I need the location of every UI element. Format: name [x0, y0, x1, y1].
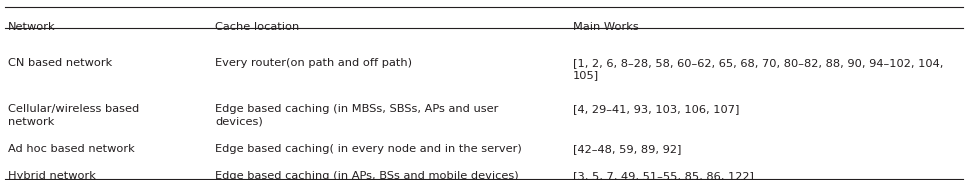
Text: Edge based caching( in every node and in the server): Edge based caching( in every node and in… — [215, 144, 522, 154]
Text: Cellular/wireless based
network: Cellular/wireless based network — [8, 104, 139, 127]
Text: Edge based caching (in MBSs, SBSs, APs and user
devices): Edge based caching (in MBSs, SBSs, APs a… — [215, 104, 499, 127]
Text: Main Works: Main Works — [573, 22, 639, 32]
Text: Ad hoc based network: Ad hoc based network — [8, 144, 135, 154]
Text: Cache location: Cache location — [215, 22, 299, 32]
Text: [1, 2, 6, 8–28, 58, 60–62, 65, 68, 70, 80–82, 88, 90, 94–102, 104,
105]: [1, 2, 6, 8–28, 58, 60–62, 65, 68, 70, 8… — [573, 58, 944, 80]
Text: Edge based caching (in APs, BSs and mobile devices): Edge based caching (in APs, BSs and mobi… — [215, 171, 519, 180]
Text: Hybrid network: Hybrid network — [8, 171, 96, 180]
Text: Network: Network — [8, 22, 55, 32]
Text: Every router(on path and off path): Every router(on path and off path) — [215, 58, 412, 68]
Text: [4, 29–41, 93, 103, 106, 107]: [4, 29–41, 93, 103, 106, 107] — [573, 104, 740, 114]
Text: CN based network: CN based network — [8, 58, 112, 68]
Text: [3, 5, 7, 49, 51–55, 85, 86, 122]: [3, 5, 7, 49, 51–55, 85, 86, 122] — [573, 171, 754, 180]
Text: [42–48, 59, 89, 92]: [42–48, 59, 89, 92] — [573, 144, 681, 154]
